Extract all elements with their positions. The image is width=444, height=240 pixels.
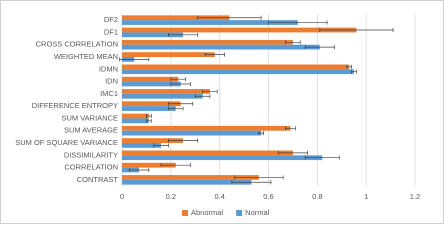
bar: [122, 64, 350, 70]
x-tick-label: 1: [364, 192, 368, 201]
error-bar: [202, 89, 218, 94]
y-tick-label: DIFFERENCE ENTROPY: [32, 101, 118, 110]
y-tick-label: CORRELATION: [64, 163, 118, 172]
y-tick-label: IDMN: [99, 64, 118, 73]
bar: [122, 138, 184, 143]
error-bar: [146, 114, 152, 119]
x-tick-label: 1.2: [410, 192, 420, 201]
error-bar: [168, 101, 194, 106]
x-tick-label: 0.6: [263, 192, 273, 201]
error-bar: [153, 143, 169, 148]
error-bar: [204, 52, 225, 57]
bar: [122, 130, 262, 136]
error-bar: [346, 64, 352, 69]
bar: [122, 69, 354, 75]
bar: [122, 179, 252, 185]
x-tick-label: 0.4: [214, 192, 224, 201]
y-tick-label: WEIGHTED MEAN: [54, 52, 118, 61]
error-bar: [231, 180, 272, 185]
bar: [122, 44, 320, 50]
y-tick-label: SUM OF SQUARE VARIANCE: [15, 138, 118, 147]
error-bar: [285, 126, 296, 131]
bar: [122, 162, 176, 168]
bar: [122, 150, 293, 156]
error-bar: [119, 57, 150, 62]
legend-label: Normal: [245, 208, 270, 217]
bar: [122, 81, 181, 87]
bar: [122, 20, 298, 25]
legend-swatch: [182, 210, 188, 216]
error-bar: [170, 77, 186, 82]
error-bar: [277, 150, 308, 155]
bar: [122, 52, 215, 57]
bar: [122, 27, 357, 33]
bar: [122, 76, 179, 82]
error-bar: [170, 81, 191, 86]
error-bar: [319, 28, 394, 33]
x-tick-label: 0.8: [312, 192, 322, 201]
error-bar: [197, 15, 262, 20]
bar: [122, 143, 162, 148]
y-tick-label: DISSIMILARITY: [64, 150, 118, 159]
y-tick-label: SUM AVERAGE: [64, 126, 118, 135]
y-tick-label: CONTRAST: [77, 175, 119, 184]
error-bar: [304, 155, 340, 160]
y-tick-label: DF2: [104, 15, 118, 24]
y-tick-label: IMC1: [100, 89, 118, 98]
bar: [122, 39, 293, 45]
x-tick-label: 0: [120, 192, 124, 201]
chart: 0 0.2 0.4 0.6 0.8 1 1.2 CONTRAST CORRELATION DISS…: [0, 0, 444, 224]
chart-border: [0, 0, 444, 224]
bar: [122, 175, 259, 180]
error-bar: [268, 20, 328, 25]
bar: [122, 125, 291, 131]
error-bar: [168, 138, 199, 143]
error-bar: [168, 106, 184, 111]
y-tick-label: CROSS CORRELATION: [36, 40, 118, 49]
error-bar: [285, 40, 301, 45]
error-bar: [351, 69, 357, 74]
bar: [122, 155, 323, 161]
bar: [122, 101, 181, 107]
error-bar: [168, 32, 199, 37]
error-bar: [233, 175, 284, 180]
bar: [122, 106, 176, 111]
bar: [122, 93, 203, 99]
y-tick-label: SUM VARIANCE: [61, 113, 118, 122]
bar: [122, 89, 210, 94]
error-bar: [304, 45, 335, 50]
x-tick-label: 0.2: [166, 192, 176, 201]
bar: [122, 32, 184, 38]
legend-swatch: [236, 210, 243, 216]
legend-label: Abnormal: [191, 208, 223, 217]
bar: [122, 118, 149, 124]
error-bar: [194, 94, 211, 99]
error-bar: [146, 118, 152, 123]
y-tick-label: IDN: [105, 77, 118, 86]
bar: [122, 113, 149, 119]
bar: [122, 15, 230, 21]
error-bar: [128, 167, 150, 172]
error-bar: [258, 131, 264, 136]
error-bar: [160, 163, 191, 168]
y-tick-label: DF1: [104, 27, 118, 36]
